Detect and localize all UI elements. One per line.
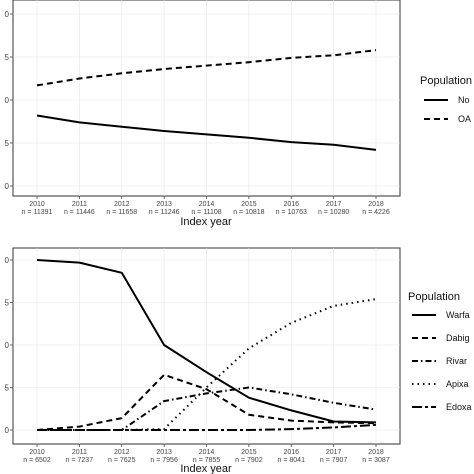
- x-tick-count-label: n = 7855: [193, 457, 221, 464]
- legend-entries-top: No OA: [424, 95, 471, 124]
- x-tick-label: 2013: [156, 201, 172, 208]
- x-tick-label: 2017: [326, 201, 342, 208]
- x-tick-label: 2015: [241, 449, 257, 456]
- grid-top: [13, 0, 400, 196]
- y-tick-label: 5: [5, 53, 10, 62]
- x-tick-label: 2016: [283, 449, 299, 456]
- legend-label-warfa: Warfa: [446, 310, 470, 320]
- legend-title-bottom: Population: [408, 291, 460, 303]
- x-axis-title-bottom: Index year: [180, 463, 232, 474]
- x-tick-count-label: n = 7237: [66, 457, 94, 464]
- x-tick-count-label: n = 11246: [149, 209, 180, 216]
- x-tick-label: 2012: [114, 449, 130, 456]
- x-tick-label: 2017: [326, 449, 342, 456]
- x-tick-count-label: n = 7902: [235, 457, 263, 464]
- x-tick-label: 2013: [156, 449, 172, 456]
- x-tick-label: 2011: [72, 449, 87, 456]
- y-tick-label: 5: [5, 299, 10, 308]
- legend-top: Population No OA: [420, 75, 472, 124]
- x-tick-label: 2010: [29, 201, 45, 208]
- y-tick-label: 0: [5, 341, 10, 350]
- series-line-warfa: [36, 259, 377, 424]
- x-tick-label: 2018: [368, 201, 384, 208]
- legend-label-rivar: Rivar: [446, 356, 467, 366]
- x-tick-count-label: n = 11658: [106, 209, 137, 216]
- x-tick-count-label: n = 11108: [191, 209, 221, 216]
- x-tick-count-label: n = 8041: [278, 457, 306, 464]
- legend-label-dabig: Dabig: [446, 333, 470, 343]
- x-tick-count-label: n = 11446: [64, 209, 95, 216]
- y-tick-label: 0: [5, 256, 10, 265]
- series-line-rivar: [37, 386, 377, 431]
- x-axis-title-top: Index year: [180, 216, 232, 228]
- grid-bottom: [13, 248, 400, 444]
- legend-entries-bottom: Warfa Dabig Rivar Apixa Edoxa: [412, 310, 472, 412]
- y-tick-label: 5: [5, 384, 10, 393]
- x-tick-label: 2014: [199, 449, 215, 456]
- legend-bottom: Population Warfa Dabig Rivar Apixa Edoxa: [408, 291, 472, 412]
- x-tick-label: 2015: [241, 201, 257, 208]
- y-tick-label: 5: [5, 139, 10, 148]
- x-tick-count-label: n = 11391: [22, 209, 53, 216]
- series-line-dabig: [36, 373, 377, 431]
- x-tick-label: 2011: [72, 201, 87, 208]
- legend-label-no: No: [458, 95, 470, 105]
- y-tick-label: 0: [5, 426, 10, 435]
- y-tick-label: 0: [5, 10, 10, 19]
- x-tick-count-label: n = 10818: [233, 209, 264, 216]
- y-tick-label: 0: [5, 96, 10, 105]
- x-tick-count-label: n = 7625: [108, 457, 136, 464]
- x-tick-label: 2012: [114, 201, 130, 208]
- x-tick-count-label: n = 7907: [320, 457, 348, 464]
- y-tick-label: 0: [5, 182, 10, 191]
- x-tick-count-label: n = 4226: [362, 209, 390, 216]
- y-ticks-bottom: 0 5 0 5 0: [5, 256, 13, 435]
- legend-label-edoxa: Edoxa: [446, 402, 472, 412]
- legend-title-top: Population: [420, 75, 472, 87]
- x-tick-count-label: n = 6502: [23, 457, 51, 464]
- x-tick-label: 2014: [199, 201, 215, 208]
- series-lines-bottom: [36, 259, 377, 431]
- legend-label-oa: OA: [458, 114, 471, 124]
- x-tick-count-label: n = 10280: [318, 209, 349, 216]
- x-tick-label: 2016: [283, 201, 299, 208]
- x-tick-label: 2018: [368, 449, 384, 456]
- legend-label-apixa: Apixa: [446, 379, 469, 389]
- series-lines-top: [36, 49, 377, 151]
- x-tick-count-label: n = 3087: [362, 457, 390, 464]
- x-tick-count-label: n = 10763: [276, 209, 307, 216]
- series-line-no: [36, 114, 377, 151]
- series-line-oa: [36, 49, 377, 87]
- y-ticks-top: 0 5 0 5 0: [5, 10, 13, 191]
- x-tick-label: 2010: [29, 449, 45, 456]
- x-tick-count-label: n = 7956: [150, 457, 178, 464]
